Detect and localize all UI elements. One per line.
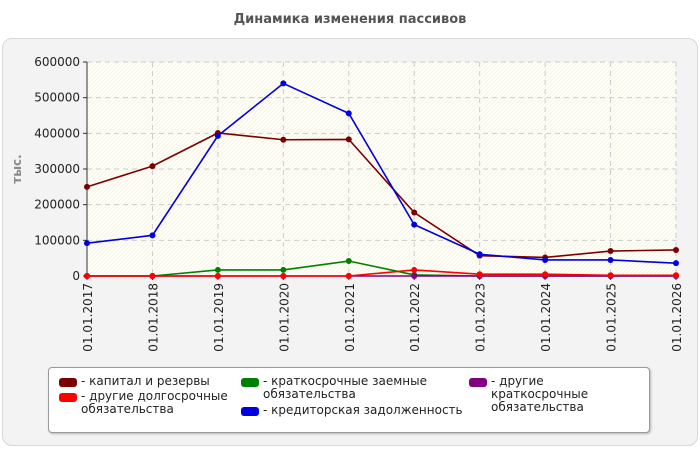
y-axis-label: тыс. bbox=[10, 154, 24, 183]
legend-label: - другие долгосрочные обязательства bbox=[81, 389, 228, 416]
legend-label: - другие краткосрочные обязательства bbox=[491, 374, 589, 414]
data-point bbox=[476, 251, 483, 258]
data-point bbox=[280, 136, 287, 143]
legend-label: - краткосрочные заемные обязательства bbox=[263, 374, 427, 401]
legend-swatch bbox=[241, 378, 259, 387]
data-point bbox=[411, 266, 418, 273]
legend-item: - другие долгосрочные обязательства bbox=[59, 390, 234, 416]
data-point bbox=[84, 273, 90, 279]
data-point bbox=[542, 256, 549, 263]
x-tick-label: 01.01.2026 bbox=[670, 283, 684, 352]
data-point bbox=[214, 266, 221, 273]
data-point bbox=[149, 232, 156, 239]
y-tick-label: 300000 bbox=[34, 162, 80, 176]
data-point bbox=[607, 256, 614, 263]
y-tick-label: 400000 bbox=[34, 126, 80, 140]
data-point bbox=[345, 110, 352, 117]
x-tick-label: 01.01.2020 bbox=[277, 283, 291, 352]
x-tick-label: 01.01.2024 bbox=[539, 283, 553, 352]
data-point bbox=[345, 136, 352, 143]
data-point bbox=[345, 258, 352, 265]
y-tick-label: 500000 bbox=[34, 91, 80, 105]
data-point bbox=[411, 209, 418, 216]
x-tick-label: 01.01.2021 bbox=[343, 283, 357, 352]
series-line-4 bbox=[86, 82, 677, 264]
y-tick-label: 0 bbox=[72, 269, 80, 283]
data-point bbox=[149, 163, 156, 170]
y-tick-label: 100000 bbox=[34, 233, 80, 247]
data-point bbox=[280, 273, 287, 279]
data-point bbox=[214, 273, 221, 279]
legend-swatch bbox=[59, 393, 77, 402]
y-tick-label: 200000 bbox=[34, 198, 80, 212]
x-tick-label: 01.01.2018 bbox=[146, 283, 160, 352]
data-point bbox=[411, 273, 418, 279]
legend-item: - капитал и резервы bbox=[59, 375, 229, 388]
legend-swatch bbox=[469, 378, 487, 387]
x-tick-label: 01.01.2017 bbox=[81, 283, 95, 352]
data-point bbox=[607, 248, 614, 255]
legend-item: - другие краткосрочные обязательства bbox=[469, 375, 644, 414]
series-line-3 bbox=[87, 269, 676, 277]
data-point bbox=[476, 271, 483, 278]
legend-item: - кредиторская задолженность bbox=[241, 404, 471, 417]
data-point bbox=[673, 246, 679, 253]
legend-label: - кредиторская задолженность bbox=[263, 403, 463, 417]
data-point bbox=[214, 132, 221, 139]
legend-item: - краткосрочные заемные обязательства bbox=[241, 375, 441, 401]
data-point bbox=[280, 80, 287, 87]
data-point bbox=[84, 183, 90, 190]
data-point bbox=[345, 273, 352, 279]
data-point bbox=[673, 272, 679, 279]
chart-legend: - капитал и резервы - краткосрочные заемн… bbox=[48, 367, 650, 433]
legend-swatch bbox=[241, 407, 259, 416]
data-point bbox=[673, 260, 679, 267]
legend-swatch bbox=[59, 378, 77, 387]
data-point bbox=[149, 273, 156, 279]
x-tick-label: 01.01.2023 bbox=[474, 283, 488, 352]
x-tick-label: 01.01.2022 bbox=[408, 283, 422, 352]
x-tick-label: 01.01.2019 bbox=[212, 283, 226, 352]
data-point bbox=[280, 266, 287, 273]
data-point bbox=[607, 272, 614, 279]
data-point bbox=[411, 221, 418, 228]
x-tick-label: 01.01.2025 bbox=[605, 283, 619, 352]
series-line-0 bbox=[86, 132, 677, 259]
data-point bbox=[84, 240, 90, 247]
y-tick-label: 600000 bbox=[34, 55, 80, 69]
data-point bbox=[542, 271, 549, 278]
chart-title: Динамика изменения пассивов bbox=[233, 12, 467, 27]
legend-label: - капитал и резервы bbox=[81, 374, 210, 388]
